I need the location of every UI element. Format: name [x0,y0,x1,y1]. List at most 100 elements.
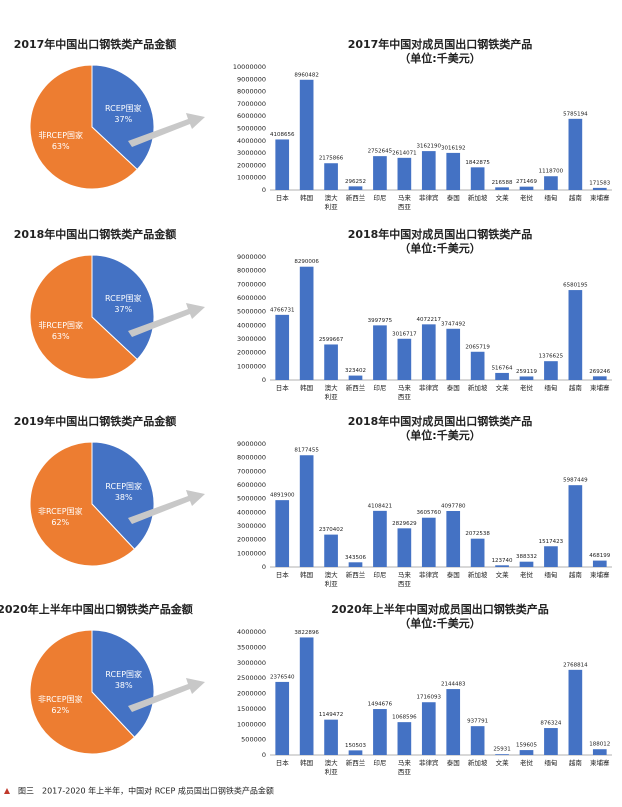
bar [397,338,412,380]
x-tick-label: 文莱 [496,383,510,392]
bar [373,156,387,190]
value-label: 259119 [516,369,537,375]
chart-subtitle: （单位:千美元） [399,616,480,630]
pie-value-label: 63% [52,332,70,341]
x-tick-label: 澳大利亚 [325,383,339,401]
bar [373,709,387,755]
value-label: 3162190 [417,144,442,150]
x-tick-label: 日本 [276,570,290,579]
x-tick-label: 新加坡 [468,570,488,579]
arrow [128,490,205,524]
bar [519,376,534,380]
bar [348,186,363,190]
value-label: 2752645 [368,149,393,155]
bar [348,375,363,380]
x-tick-label: 印尼 [373,384,386,392]
x-tick-label: 越南 [569,193,583,202]
value-label: 516764 [492,365,513,371]
x-tick-label: 缅甸 [544,193,557,202]
chart-subtitle: （单位:千美元） [399,428,480,442]
y-tick-label: 3000000 [237,522,266,530]
pie-label: 非RCEP国家 [38,320,83,330]
y-tick-label: 2500000 [237,674,266,682]
chart-title: 2020年上半年中国对成员国出口钢铁类产品 [331,602,549,616]
arrow [128,303,205,337]
pie-label: RCEP国家 [105,293,142,303]
y-tick-label: 0 [262,376,266,384]
x-tick-label: 印尼 [373,571,386,579]
x-tick-label: 泰国 [447,758,460,767]
value-label: 1376625 [539,354,564,360]
x-tick-label: 泰国 [447,570,460,579]
value-label: 2376540 [270,674,295,680]
bar [592,749,607,755]
y-tick-label: 5000000 [237,495,266,503]
x-tick-label: 菲律宾 [419,758,439,767]
y-tick-label: 6000000 [237,481,266,489]
bar [592,376,607,380]
x-tick-label: 文莱 [496,758,510,767]
chart-title: 2017年中国对成员国出口钢铁类产品 [348,37,533,51]
value-label: 876324 [540,721,561,727]
x-tick-label: 菲律宾 [419,383,439,392]
pie-label: RCEP国家 [105,669,142,679]
x-tick-label: 菲律宾 [419,570,439,579]
x-tick-label: 印尼 [373,759,386,767]
y-tick-label: 1000000 [237,720,266,728]
bar [446,510,461,567]
value-label: 2144483 [441,682,466,688]
x-tick-label: 越南 [569,570,583,579]
x-tick-label: 老挝 [520,758,534,767]
value-label: 8177455 [294,448,319,454]
y-tick-label: 9000000 [237,253,266,261]
bar [495,754,509,755]
x-tick-label: 马来西亚 [398,384,412,401]
bar [275,139,290,190]
bar [446,152,461,190]
x-tick-label: 老挝 [520,383,534,392]
value-label: 269246 [589,369,610,375]
bar [544,728,558,755]
y-tick-label: 6000000 [237,294,266,302]
bar [568,485,583,567]
pie-label: 非RCEP国家 [38,694,83,704]
x-tick-label: 泰国 [447,193,460,202]
x-tick-label: 柬埔寨 [590,758,610,767]
y-tick-label: 0 [262,751,266,759]
y-tick-label: 2000000 [237,161,266,169]
bar [544,361,558,380]
value-label: 1517423 [539,539,564,545]
bar [568,669,583,755]
value-label: 323402 [345,368,366,374]
value-label: 8960482 [294,72,319,78]
x-tick-label: 日本 [276,193,290,202]
bar [299,637,314,755]
y-tick-label: 5000000 [237,125,266,133]
pie-value-label: 38% [115,493,133,502]
y-tick-label: 2000000 [237,536,266,544]
bar [275,681,290,755]
bar [324,534,338,567]
bar [421,151,436,190]
bar [470,351,485,380]
x-tick-label: 老挝 [520,570,534,579]
x-tick-label: 缅甸 [544,383,557,392]
pie-value-label: 63% [52,142,70,151]
value-label: 5785194 [563,111,588,117]
x-tick-label: 新加坡 [468,383,488,392]
y-tick-label: 0 [262,563,266,571]
x-tick-label: 马来西亚 [398,571,412,588]
x-tick-label: 越南 [569,758,583,767]
bar [446,689,461,755]
value-label: 3016192 [441,145,466,151]
x-tick-label: 新西兰 [346,570,366,579]
value-label: 216588 [492,180,513,186]
x-tick-label: 新西兰 [346,758,366,767]
value-label: 5987449 [563,478,588,484]
pie-title: 2018年中国出口钢铁类产品金额 [14,227,177,241]
pie-value-label: 37% [114,115,132,124]
bar [544,176,558,190]
pie-title: 2019年中国出口钢铁类产品金额 [14,414,177,428]
y-tick-label: 7000000 [237,280,266,288]
